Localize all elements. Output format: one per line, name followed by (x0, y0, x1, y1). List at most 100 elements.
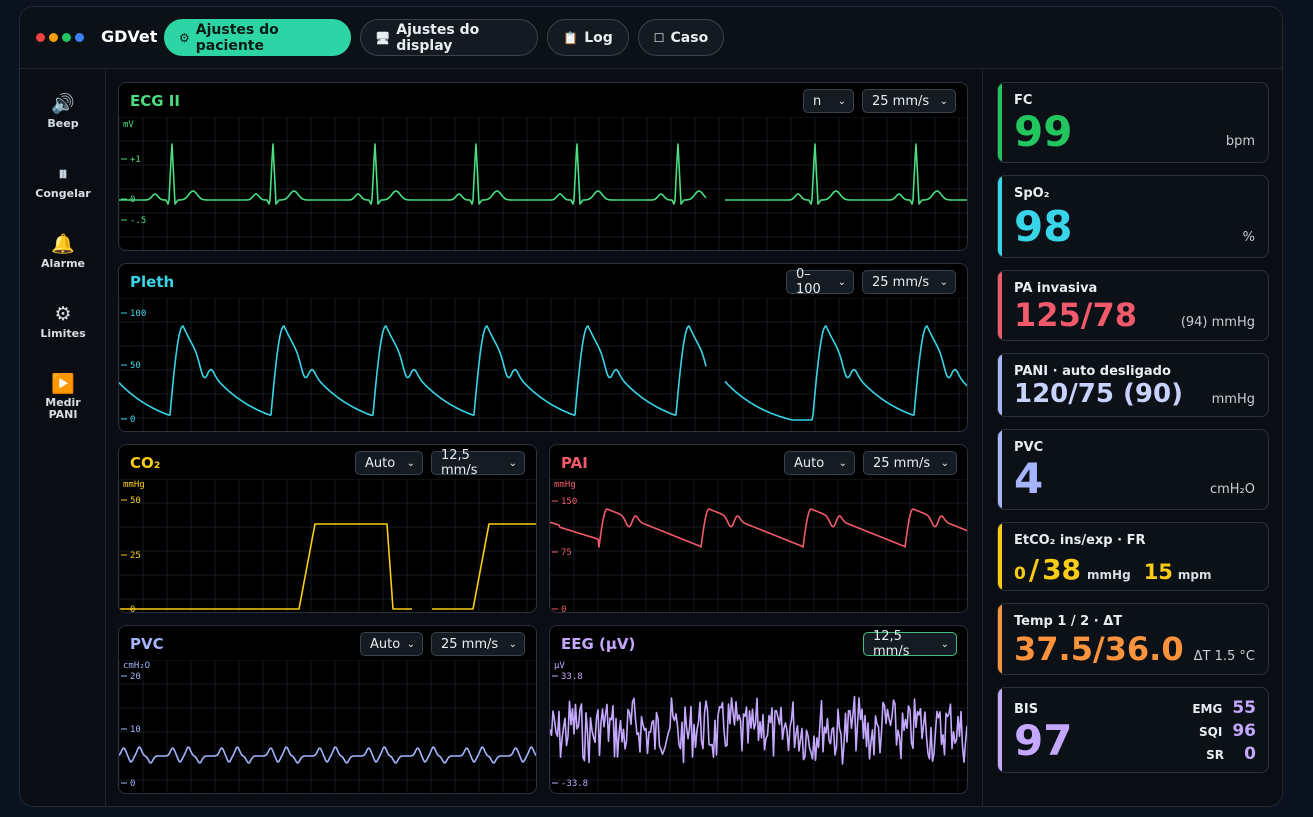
measure-nibp-button[interactable]: ▶️ Medir PANI (20, 373, 106, 421)
color-bar (998, 271, 1002, 340)
limits-button[interactable]: ⚙ Limites (20, 303, 106, 340)
ecg-trace (119, 143, 967, 205)
tab-log[interactable]: 📋 Log (547, 19, 629, 56)
color-bar (998, 354, 1002, 416)
vital-value: 99 (1014, 107, 1073, 156)
vital-value: 4 (1014, 454, 1044, 503)
select-value: 12,5 mm/s (441, 448, 478, 478)
sqi-label: SQI (1199, 725, 1223, 739)
play-icon: ▶️ (51, 373, 75, 395)
sidebar: 🔊 Beep ⏸ Congelar 🔔 Alarme ⚙ Limites ▶️ Medir… (20, 69, 106, 806)
select-value: 25 mm/s (441, 636, 499, 652)
chevron-down-icon: ⌄ (940, 638, 949, 650)
axis-tick-label: -33.8 (561, 779, 588, 789)
vital-unit: cmH₂O (1209, 482, 1255, 497)
axis-tick-label: 25 (130, 551, 141, 561)
select-value: 25 mm/s (872, 93, 930, 109)
eeg-speed-select[interactable]: 12,5 mm/s ⌄ (863, 629, 957, 659)
alarm-button[interactable]: 🔔 Alarme (20, 233, 106, 270)
vital-bis[interactable]: BIS 97 EMG 55 SQI 96 SR 0 (997, 687, 1269, 773)
brand-title: GDVet (101, 27, 158, 46)
etco2-exp: 38 (1042, 553, 1082, 586)
beep-button[interactable]: 🔊 Beep (20, 93, 106, 130)
dot-green (62, 33, 71, 42)
sidebar-label: Congelar (35, 187, 91, 200)
co2-scale-select[interactable]: Auto ⌄ (355, 451, 423, 475)
vital-label: PANI · auto desligado (1014, 364, 1171, 379)
ecg-title: ECG II (130, 92, 180, 110)
axis-unit: mmHg (554, 480, 576, 490)
chevron-down-icon: ⌄ (508, 638, 517, 650)
pvc-scale-select[interactable]: Auto ⌄ (360, 632, 423, 656)
pvc-title: PVC (130, 635, 164, 653)
pvc-speed-select[interactable]: 25 mm/s ⌄ (431, 632, 525, 656)
color-bar (998, 688, 1002, 772)
clipboard-icon: 📋 (563, 30, 579, 45)
vital-spo2[interactable]: SpO₂ 98 % (997, 175, 1269, 258)
etco2-values: 0 / 38 mmHg 15 mpm (1014, 553, 1212, 586)
axis-tick-label: +1 (130, 155, 141, 165)
tab-patient-settings[interactable]: ⚙ Ajustes do paciente (164, 19, 351, 56)
chevron-down-icon: ⌄ (939, 276, 948, 288)
tab-label: Log (584, 29, 613, 46)
pleth-speed-select[interactable]: 25 mm/s ⌄ (862, 270, 956, 294)
chevron-down-icon: ⌄ (837, 95, 846, 107)
dot-blue (75, 33, 84, 42)
tab-display-settings[interactable]: 🖥 Ajustes do display (360, 19, 538, 56)
sidebar-label: Beep (47, 117, 79, 130)
pai-scale-select[interactable]: Auto ⌄ (784, 451, 855, 475)
chevron-down-icon: ⌄ (406, 457, 415, 469)
etco2-sep: / (1028, 553, 1040, 586)
sidebar-label: Medir PANI (45, 396, 81, 421)
pai-trace (550, 508, 967, 548)
axis-tick-label: -.5 (130, 216, 146, 226)
axis-tick-label: 0 (130, 415, 135, 425)
chevron-down-icon: ⌄ (406, 638, 415, 650)
tab-case[interactable]: ☐ Caso (638, 19, 724, 56)
fr-unit: mpm (1177, 568, 1212, 582)
sidebar-label: Limites (40, 327, 86, 340)
pai-panel: PAI Auto ⌄ 25 mm/s ⌄ mmHg 150 75 0 (549, 444, 968, 613)
ecg-panel: ECG II n ⌄ 25 mm/s ⌄ mV +1 0 -.5 (118, 82, 968, 251)
axis-tick-label: 50 (130, 361, 141, 371)
ecg-gain-select[interactable]: n ⌄ (803, 89, 854, 113)
chevron-down-icon: ⌄ (940, 457, 949, 469)
vital-unit: ΔT 1.5 °C (1193, 649, 1255, 664)
co2-speed-select[interactable]: 12,5 mm/s ⌄ (431, 448, 525, 478)
display-icon: 🖥 (375, 30, 391, 45)
color-bar (998, 430, 1002, 509)
ecg-waveform: mV+10-.5 (119, 117, 967, 250)
freeze-button[interactable]: ⏸ Congelar (20, 163, 106, 200)
axis-tick-label: 33.8 (561, 672, 583, 682)
ecg-speed-select[interactable]: 25 mm/s ⌄ (862, 89, 956, 113)
pleth-panel: Pleth 0–100 ⌄ 25 mm/s ⌄ 100 50 0 (118, 263, 968, 432)
pleth-range-select[interactable]: 0–100 ⌄ (786, 267, 854, 297)
vital-unit: mmHg (1211, 392, 1255, 407)
pai-title: PAI (561, 454, 588, 472)
axis-tick-label: 75 (561, 548, 572, 558)
sr-label: SR (1206, 748, 1224, 762)
monitor-app: GDVet ⚙ Ajustes do paciente 🖥 Ajustes do d… (19, 6, 1283, 807)
eeg-panel: EEG (µV) 12,5 mm/s ⌄ µV 33.8 -33.8 (549, 625, 968, 794)
tab-label: Ajustes do paciente (195, 21, 279, 54)
dot-yellow (49, 33, 58, 42)
select-value: 0–100 (796, 267, 821, 297)
vital-pa[interactable]: PA invasiva 125/78 (94) mmHg (997, 270, 1269, 341)
emg-value: 55 (1232, 698, 1256, 718)
vital-fc[interactable]: FC 99 bpm (997, 82, 1269, 163)
vital-temp[interactable]: Temp 1 / 2 · ΔT 37.5/36.0 ΔT 1.5 °C (997, 603, 1269, 675)
axis-unit: µV (554, 661, 565, 671)
pleth-waveform: 100 50 0 (119, 298, 967, 431)
pvc-panel: PVC Auto ⌄ 25 mm/s ⌄ cmH₂O 20 10 0 (118, 625, 537, 794)
vital-pvc[interactable]: PVC 4 cmH₂O (997, 429, 1269, 510)
etco2-unit: mmHg (1087, 568, 1131, 582)
vital-pani[interactable]: PANI · auto desligado 120/75 (90) mmHg (997, 353, 1269, 417)
vital-etco2[interactable]: EtCO₂ ins/exp · FR 0 / 38 mmHg 15 mpm (997, 522, 1269, 591)
co2-title: CO₂ (130, 454, 161, 472)
color-bar (998, 176, 1002, 257)
pai-speed-select[interactable]: 25 mm/s ⌄ (863, 451, 957, 475)
sidebar-label: Alarme (40, 257, 86, 270)
